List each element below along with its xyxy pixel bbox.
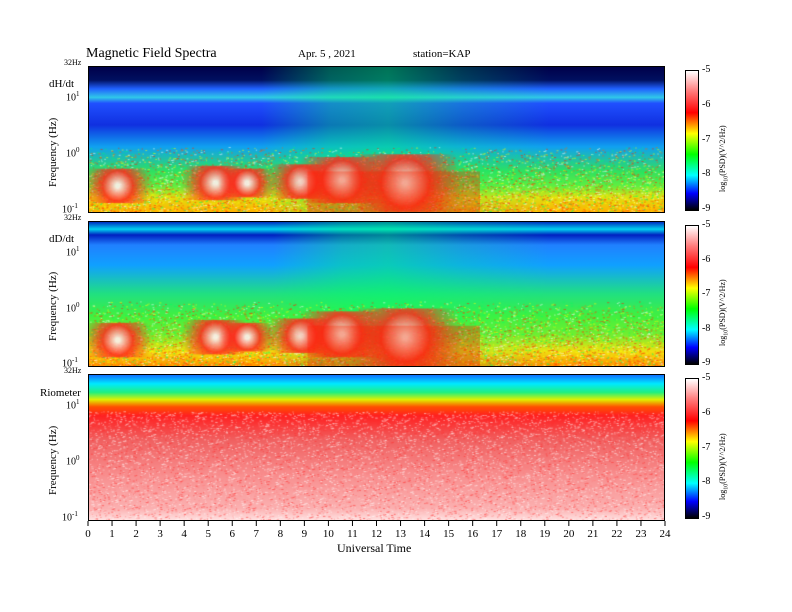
x-tick-label: 4 [181, 528, 187, 540]
spectrogram-texture [89, 222, 664, 366]
y-tick-label: 101 [66, 398, 80, 412]
x-tick-label: 18 [515, 528, 527, 540]
x-tick-label: 0 [85, 528, 91, 540]
x-tick-label: 2 [133, 528, 139, 540]
x-tick-label: 7 [254, 528, 260, 540]
colorbar-tick-label: -6 [702, 253, 711, 265]
x-tick-label: 21 [587, 528, 598, 540]
colorbar-tick-label: -8 [702, 476, 711, 488]
colorbar-tick-label: -9 [702, 511, 711, 522]
y-tick-label: 101 [66, 90, 80, 104]
x-tick-label: 11 [347, 528, 358, 540]
x-tick-label: 20 [563, 528, 575, 540]
y-tick-label: 100 [66, 300, 80, 314]
x-tick-label: 16 [467, 528, 479, 540]
spectrogram-texture [89, 67, 664, 212]
y-tick-label: 100 [66, 454, 80, 468]
station-label: station=KAP [413, 48, 471, 60]
x-tick-label: 24 [660, 528, 672, 540]
chart-title: Magnetic Field Spectra [86, 46, 217, 61]
x-tick-label: 17 [491, 528, 503, 540]
colorbar-tick-label: -8 [702, 168, 711, 180]
colorbar [685, 378, 699, 519]
y-tick-label: 100 [66, 146, 80, 160]
panel-label: dD/dt [49, 233, 75, 245]
x-tick-label: 14 [419, 528, 431, 540]
x-tick-label: 23 [635, 528, 647, 540]
top-frequency-label: 32Hz [64, 58, 82, 67]
x-tick-label: 15 [443, 528, 455, 540]
top-frequency-label: 32Hz [64, 366, 82, 375]
colorbar-tick-label: -7 [702, 288, 711, 299]
top-frequency-label: 32Hz [64, 213, 82, 222]
y-tick-label: 10-1 [62, 202, 78, 216]
y-tick-label: 10-1 [62, 510, 78, 524]
spectrogram-panel [88, 66, 665, 213]
colorbar-tick-label: -9 [702, 357, 711, 368]
y-tick-label: 10-1 [62, 356, 78, 370]
colorbar-tick-label: -5 [702, 219, 711, 230]
spectrogram-panel [88, 221, 665, 367]
x-tick-label: 22 [611, 528, 622, 540]
colorbar-tick-label: -8 [702, 322, 711, 334]
x-axis-label: Universal Time [337, 541, 412, 555]
x-tick-label: 13 [395, 528, 407, 540]
x-tick-label: 10 [323, 528, 335, 540]
x-tick-label: 12 [371, 528, 382, 540]
date-label: Apr. 5 , 2021 [298, 48, 356, 60]
colorbar-tick-label: -6 [702, 98, 711, 110]
x-tick-label: 9 [302, 528, 308, 540]
x-tick-label: 6 [230, 528, 236, 540]
colorbar [685, 225, 699, 365]
panel-label: Riometer [40, 387, 81, 399]
spectrogram-panel [88, 374, 665, 521]
colorbar-tick-label: -9 [702, 203, 711, 214]
x-tick-label: 19 [539, 528, 551, 540]
x-tick-label: 3 [157, 528, 163, 540]
colorbar-tick-label: -7 [702, 441, 711, 453]
x-tick-label: 1 [109, 528, 115, 540]
colorbar-tick-label: -7 [702, 133, 711, 145]
colorbar-tick-label: -6 [702, 406, 711, 418]
x-tick-label: 5 [205, 528, 211, 540]
colorbar-tick-label: -5 [702, 372, 711, 383]
colorbar-tick-label: -5 [702, 64, 711, 75]
spectrogram-texture [89, 375, 664, 520]
y-tick-label: 101 [66, 245, 80, 259]
x-tick-label: 8 [278, 528, 284, 540]
panel-label: dH/dt [49, 78, 75, 90]
colorbar [685, 70, 699, 211]
